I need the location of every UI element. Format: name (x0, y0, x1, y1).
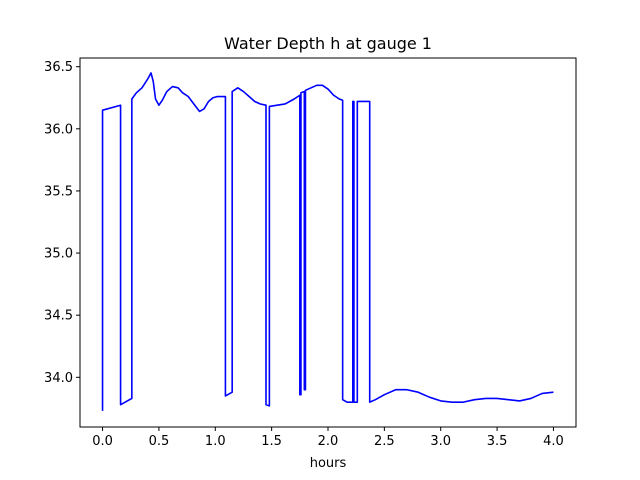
x-tick-label: 2.5 (374, 434, 395, 449)
y-tick-label: 36.5 (44, 60, 73, 75)
plot-series (101, 72, 554, 411)
x-tick-label: 1.5 (261, 434, 282, 449)
x-tick-label: 0.0 (92, 434, 113, 449)
x-axis: 0.0 0.5 1.0 1.5 2.0 2.5 3.0 3.5 4.0 (92, 427, 564, 449)
y-tick-label: 35.0 (44, 247, 73, 262)
y-tick-label: 35.5 (44, 184, 73, 199)
x-axis-label: hours (310, 456, 347, 471)
x-tick-label: 2.0 (318, 434, 339, 449)
y-axis: 34.0 34.5 35.0 35.5 36.0 36.5 (44, 60, 80, 386)
x-tick-label: 1.0 (205, 434, 226, 449)
x-tick-label: 0.5 (149, 434, 170, 449)
y-tick-label: 34.0 (44, 371, 73, 386)
x-tick-label: 3.0 (430, 434, 451, 449)
x-tick-label: 4.0 (543, 434, 564, 449)
chart-title: Water Depth h at gauge 1 (224, 34, 432, 53)
y-tick-label: 34.5 (44, 309, 73, 324)
series-line-1 (101, 72, 554, 411)
plot-frame (79, 57, 577, 428)
y-tick-label: 36.0 (44, 122, 73, 137)
x-tick-label: 3.5 (487, 434, 508, 449)
